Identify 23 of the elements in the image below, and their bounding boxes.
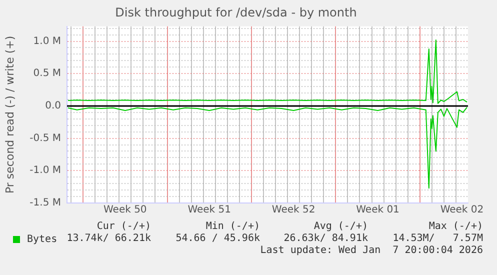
text: 14.53M/ 7.57M: [392, 233, 483, 244]
y-tick-label: 0.0: [45, 100, 61, 112]
x-tick-label: Week 02: [440, 204, 484, 216]
x-tick-label: Week 51: [188, 204, 232, 216]
legend-label: Bytes: [27, 234, 58, 245]
text: Last update: Wed Jan 7 20:00:04 2026: [260, 245, 483, 256]
y-tick-label: 1.0 M: [33, 36, 61, 47]
y-tick-label: 0.5 M: [33, 68, 61, 80]
x-tick-label: Week 01: [356, 204, 400, 216]
text: 54.66 / 45.96k: [176, 233, 260, 244]
text: Avg (-/+): [314, 221, 368, 232]
chart-title: Disk throughput for /dev/sda - by month: [115, 5, 357, 20]
x-tick-label: Week 52: [272, 204, 316, 216]
x-tick-label: Week 50: [103, 204, 147, 216]
y-tick-label: -1.0 M: [30, 165, 61, 176]
y-tick-label: -0.5 M: [30, 132, 61, 144]
y-tick-label: -1.5 M: [30, 198, 61, 209]
text: Min (-/+): [206, 221, 260, 232]
y-axis-title: Pr second read (-) / write (+): [3, 36, 16, 194]
text: 26.63k/ 84.91k: [284, 233, 368, 244]
text: 13.74k/ 66.21k: [66, 233, 151, 244]
text: Max (-/+): [428, 221, 483, 232]
text: Cur (-/+): [96, 221, 151, 232]
